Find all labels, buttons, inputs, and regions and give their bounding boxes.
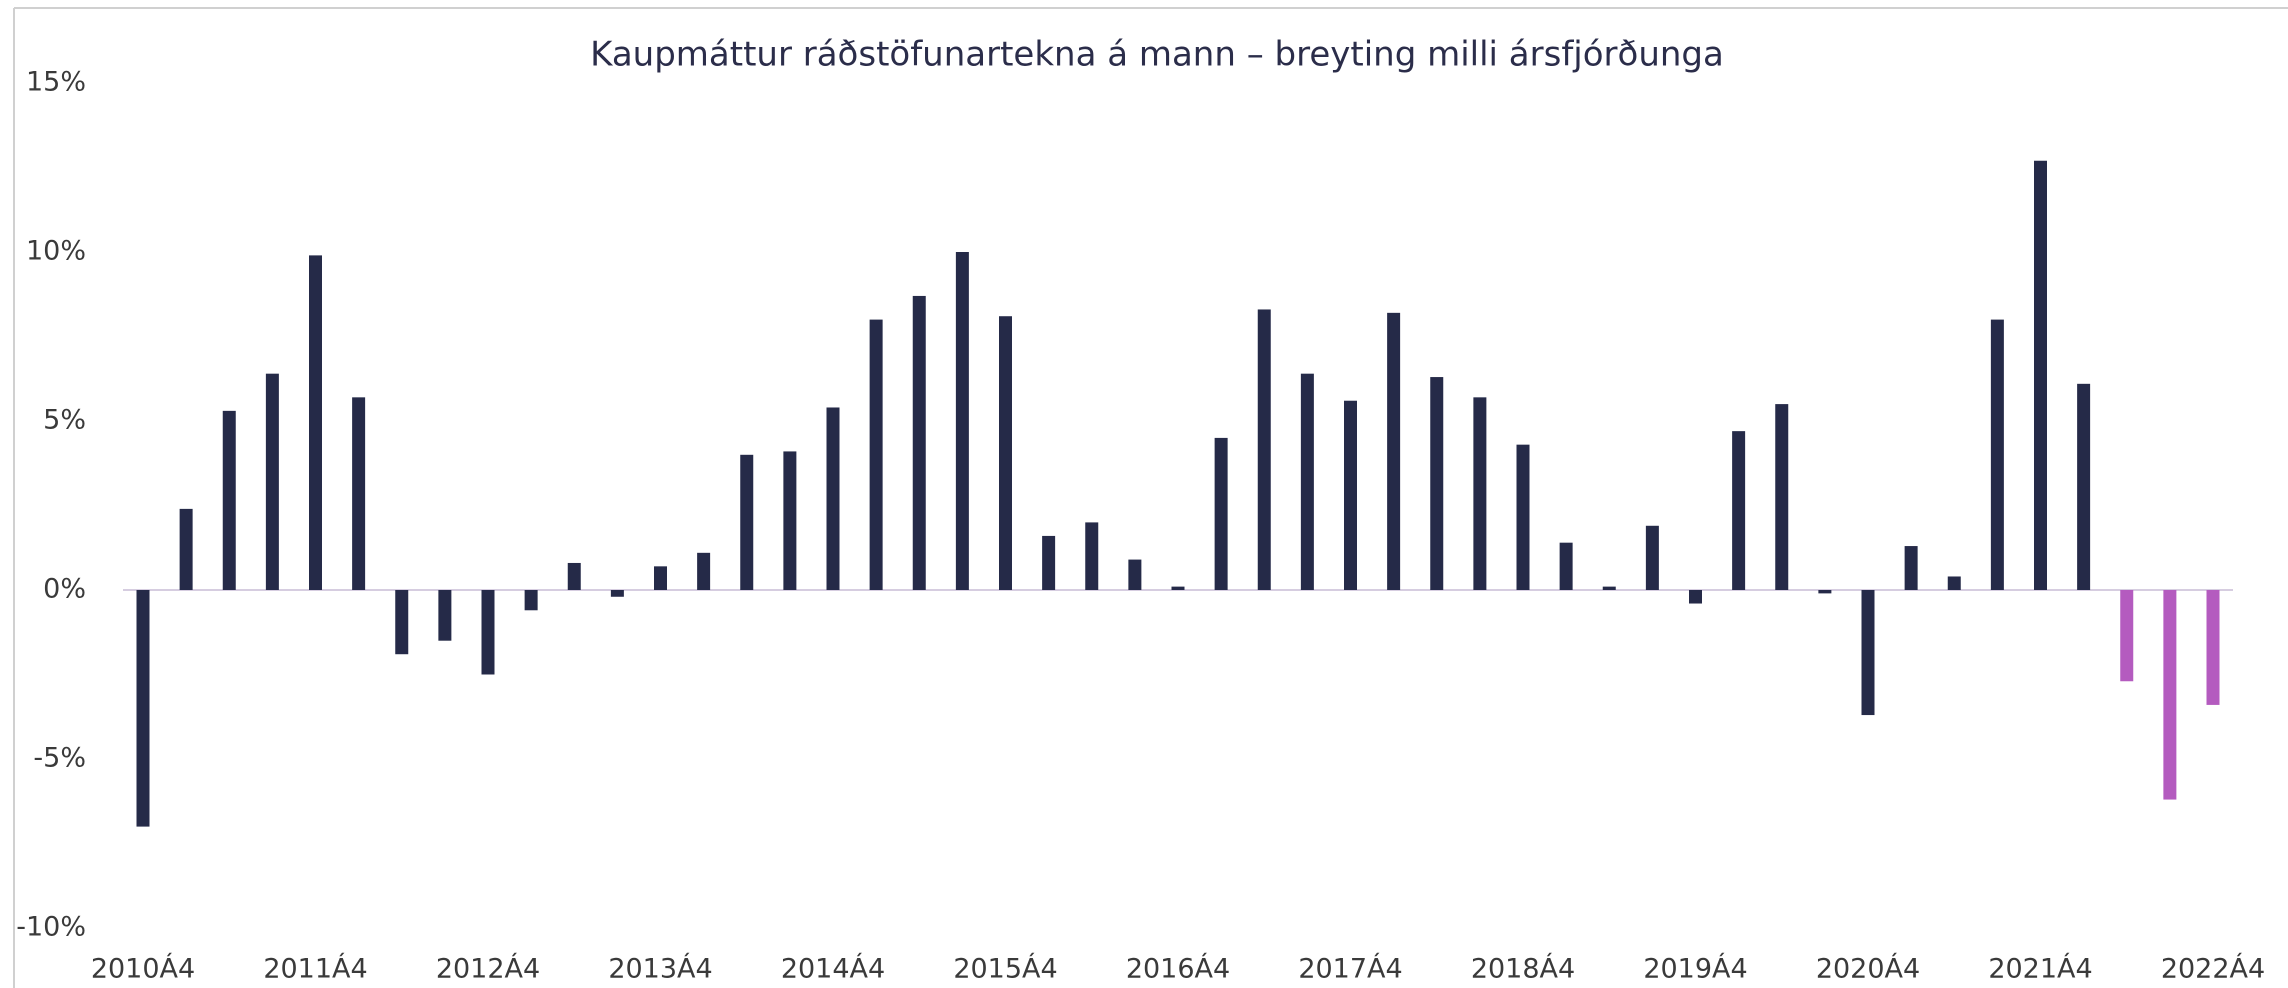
bar — [783, 451, 797, 590]
bar — [136, 590, 150, 827]
bar — [955, 252, 969, 590]
bar — [1645, 525, 1659, 590]
bar — [438, 590, 452, 641]
bar — [1214, 437, 1228, 590]
bar — [869, 319, 883, 590]
bar — [999, 316, 1012, 590]
x-tick-label: 2015Á4 — [953, 953, 1057, 985]
bar — [395, 590, 409, 655]
x-tick-label: 2011Á4 — [263, 953, 367, 985]
x-tick-label: 2016Á4 — [1126, 953, 1230, 985]
bar — [1300, 373, 1314, 590]
bar — [352, 397, 366, 590]
bar — [740, 454, 754, 590]
y-tick-label: -10% — [16, 912, 86, 943]
bar — [1990, 319, 2004, 590]
bar — [2034, 160, 2047, 591]
x-tick-label: 2019Á4 — [1643, 953, 1747, 985]
bar — [2120, 590, 2134, 682]
x-tick-label: 2021Á4 — [1988, 953, 2092, 985]
bar — [2077, 383, 2091, 590]
bar — [179, 508, 193, 590]
bar — [1473, 397, 1487, 590]
bar — [567, 562, 581, 590]
y-tick-label: -5% — [33, 743, 86, 774]
y-tick-label: 0% — [43, 574, 86, 605]
bar — [2206, 590, 2220, 705]
bar — [1085, 522, 1099, 590]
x-tick-label: 2014Á4 — [781, 953, 885, 985]
bar — [654, 566, 667, 590]
bar — [1732, 431, 1746, 590]
bar — [610, 590, 624, 597]
bar — [1861, 590, 1875, 716]
chart-title: Kaupmáttur ráðstöfunartekna á mann – bre… — [590, 35, 1724, 75]
bar — [1904, 546, 1918, 590]
bar — [481, 590, 495, 675]
bar — [1042, 535, 1056, 590]
bar — [265, 373, 279, 590]
y-tick-label: 5% — [43, 405, 86, 436]
bar — [1947, 576, 1961, 590]
bar — [1344, 400, 1357, 590]
x-tick-label: 2020Á4 — [1816, 953, 1920, 985]
bar — [1602, 586, 1616, 590]
bar — [1257, 309, 1271, 590]
y-tick-label: 10% — [26, 236, 86, 267]
x-tick-label: 2010Á4 — [91, 953, 195, 985]
bar — [1128, 559, 1142, 590]
bar — [1387, 312, 1401, 590]
x-tick-label: 2017Á4 — [1298, 953, 1402, 985]
bar — [1818, 590, 1832, 594]
x-tick-label: 2012Á4 — [436, 953, 540, 985]
x-tick-label: 2013Á4 — [608, 953, 712, 985]
bar — [826, 407, 840, 590]
bar — [309, 255, 322, 590]
bar — [1559, 542, 1573, 590]
bar — [1689, 590, 1702, 604]
y-tick-label: 15% — [26, 67, 86, 98]
bar — [1171, 586, 1185, 590]
bar — [912, 295, 926, 590]
x-tick-label: 2022Á4 — [2161, 953, 2265, 985]
bar — [524, 590, 538, 611]
bar — [222, 410, 236, 590]
bar — [1775, 404, 1789, 590]
bar — [1430, 377, 1444, 590]
bar — [2163, 590, 2177, 800]
bar — [1516, 444, 1530, 590]
x-tick-label: 2018Á4 — [1471, 953, 1575, 985]
bar — [697, 552, 711, 590]
